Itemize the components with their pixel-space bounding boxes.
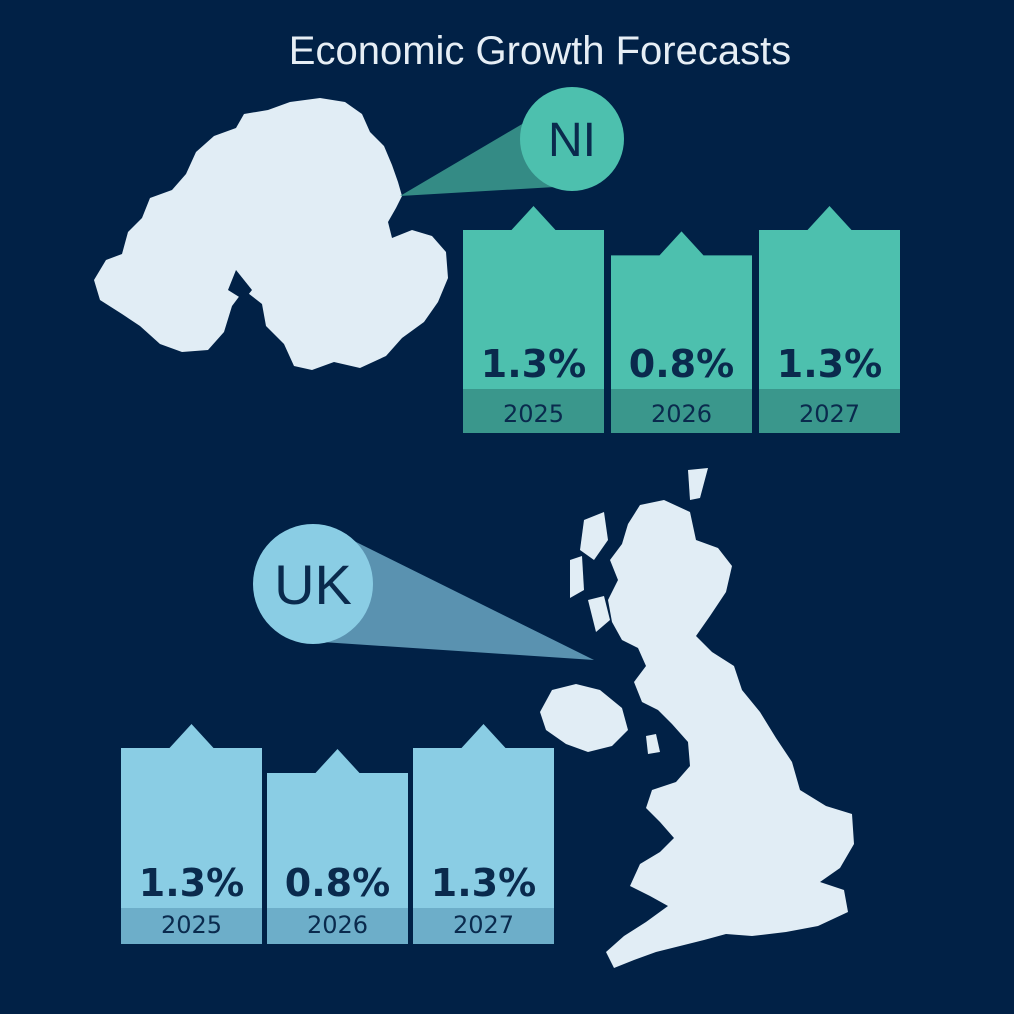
- ni-value-label-2025: 1.3%: [481, 342, 586, 386]
- uk-callout-bubble: [253, 524, 373, 644]
- ni-bar-2025: [463, 206, 604, 433]
- ni-callout-label: NI: [548, 114, 596, 167]
- uk-bar-base-2026: [267, 908, 408, 944]
- uk-bar-2026: [267, 749, 408, 944]
- uk-category-label-2025: 2025: [161, 911, 222, 939]
- uk-map: [540, 468, 854, 968]
- uk-bar-chart: 1.3% 2025 0.8% 2026 1.3% 2027: [121, 724, 554, 944]
- ni-bar-base-2026: [611, 389, 752, 433]
- uk-value-label-2026: 0.8%: [285, 861, 390, 905]
- ni-map: [94, 98, 448, 370]
- uk-category-label-2027: 2027: [453, 911, 514, 939]
- ni-bar-2027: [759, 206, 900, 433]
- ni-value-label-2027: 1.3%: [777, 342, 882, 386]
- uk-bar-2027: [413, 724, 554, 944]
- ni-bar-base-2027: [759, 389, 900, 433]
- ni-value-label-2026: 0.8%: [629, 342, 734, 386]
- uk-bar-2025: [121, 724, 262, 944]
- page-title: Economic Growth Forecasts: [289, 29, 791, 73]
- uk-value-label-2025: 1.3%: [139, 861, 244, 905]
- ni-bar-chart: 1.3% 2025 0.8% 2026 1.3% 2027: [463, 206, 900, 433]
- ni-bar-base-2025: [463, 389, 604, 433]
- uk-bar-base-2025: [121, 908, 262, 944]
- uk-callout-label: UK: [274, 553, 352, 616]
- uk-bar-base-2027: [413, 908, 554, 944]
- uk-category-label-2026: 2026: [307, 911, 368, 939]
- ni-category-label-2025: 2025: [503, 400, 564, 428]
- uk-value-label-2027: 1.3%: [431, 861, 536, 905]
- ni-callout-bubble: [520, 87, 624, 191]
- ni-category-label-2026: 2026: [651, 400, 712, 428]
- ni-bar-2026: [611, 231, 752, 433]
- uk-callout-beam: [322, 534, 594, 660]
- ni-category-label-2027: 2027: [799, 400, 860, 428]
